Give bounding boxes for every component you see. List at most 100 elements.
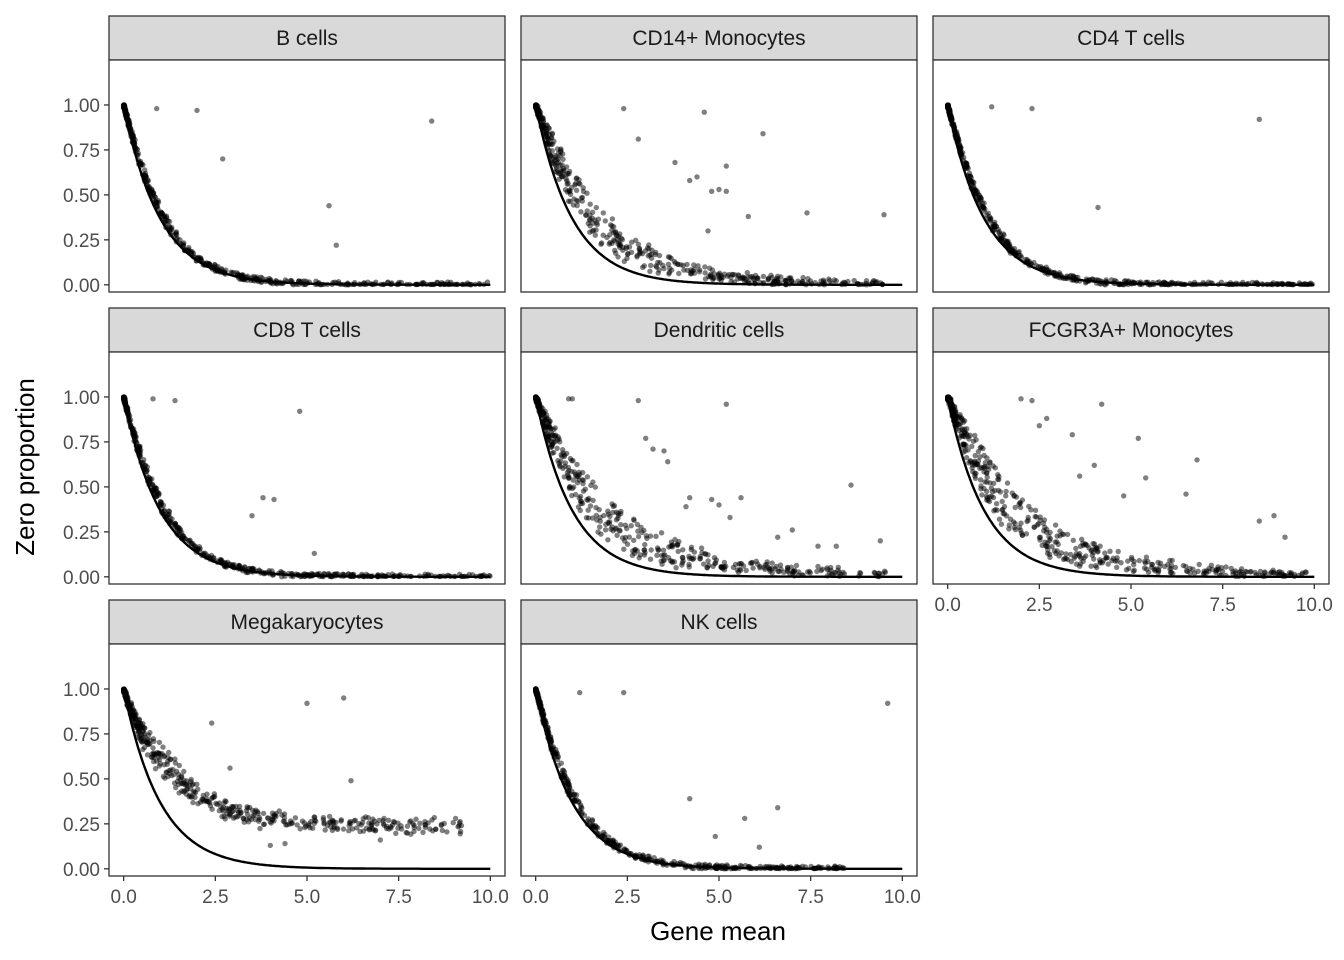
data-point — [745, 274, 751, 280]
data-point — [567, 455, 574, 462]
data-point — [964, 426, 970, 432]
y-tick-label: 0.00 — [63, 568, 100, 589]
data-point — [1148, 564, 1155, 571]
data-point — [282, 840, 288, 847]
data-point — [137, 733, 143, 740]
data-point — [631, 537, 637, 543]
data-point — [429, 817, 435, 823]
data-point — [1073, 550, 1080, 557]
data-point — [420, 829, 426, 835]
data-point — [641, 263, 647, 269]
data-point — [452, 815, 459, 822]
data-point — [966, 170, 973, 176]
data-point — [131, 714, 137, 721]
reference-curve — [534, 104, 903, 286]
data-point — [292, 815, 299, 821]
data-point — [556, 436, 562, 442]
data-point — [1025, 514, 1031, 521]
data-point — [574, 202, 580, 209]
data-point — [1180, 562, 1187, 569]
data-point — [439, 827, 446, 834]
data-point — [138, 738, 144, 744]
y-tick-label: 0.50 — [63, 186, 100, 207]
data-point — [718, 564, 724, 570]
data-point — [1121, 493, 1127, 499]
data-point — [179, 788, 185, 794]
data-point — [609, 501, 615, 507]
data-point — [299, 818, 306, 824]
data-point — [567, 191, 574, 197]
x-tick-label: 5.0 — [1118, 595, 1144, 616]
data-point — [311, 550, 317, 557]
data-point — [1047, 536, 1054, 542]
data-point — [417, 820, 423, 826]
data-point — [618, 522, 624, 528]
data-point — [386, 826, 392, 832]
data-point — [592, 484, 598, 490]
data-point — [271, 496, 277, 503]
data-point — [609, 216, 616, 222]
data-point — [555, 754, 562, 760]
data-point — [580, 188, 587, 195]
data-point — [156, 739, 163, 746]
data-point — [540, 122, 547, 128]
data-point — [677, 859, 684, 866]
data-point — [629, 239, 635, 245]
facet-strip — [932, 15, 1330, 61]
data-point — [554, 146, 561, 152]
data-point — [1155, 568, 1162, 574]
data-point — [744, 270, 750, 276]
data-point — [789, 527, 795, 533]
data-point — [996, 516, 1003, 522]
data-point — [688, 546, 694, 553]
data-point — [358, 822, 364, 828]
data-point — [569, 396, 575, 402]
data-point — [1077, 563, 1083, 569]
data-point — [222, 798, 228, 804]
data-point — [560, 156, 566, 162]
data-point — [1091, 556, 1097, 562]
y-tick-label: 0.25 — [63, 523, 100, 544]
data-point — [206, 260, 212, 267]
data-point — [540, 118, 547, 124]
data-point — [626, 244, 633, 250]
data-point — [730, 564, 737, 571]
data-point — [995, 487, 1002, 494]
data-point — [1104, 555, 1110, 561]
data-point — [691, 262, 697, 268]
data-point — [688, 267, 694, 273]
data-point — [775, 534, 781, 540]
data-point — [1097, 543, 1103, 549]
data-point — [366, 827, 373, 833]
data-point — [740, 563, 747, 569]
data-point — [573, 187, 580, 193]
x-tick-label: 5.0 — [294, 887, 320, 908]
data-point — [197, 799, 204, 805]
data-point — [793, 562, 800, 569]
data-point — [188, 794, 194, 800]
data-point — [717, 270, 723, 276]
data-point — [254, 809, 261, 815]
data-point — [699, 549, 705, 556]
data-point — [209, 806, 215, 812]
data-point — [626, 534, 632, 540]
data-point — [969, 443, 975, 450]
data-point — [153, 485, 160, 492]
data-point — [1065, 556, 1071, 563]
data-point — [996, 473, 1002, 480]
data-point — [984, 470, 990, 476]
data-point — [241, 564, 248, 570]
data-point — [413, 816, 419, 822]
data-point — [635, 528, 641, 534]
data-point — [594, 220, 600, 226]
data-point — [752, 272, 759, 279]
data-point — [585, 816, 591, 822]
data-point — [958, 416, 964, 422]
data-point — [577, 507, 583, 514]
data-point — [1141, 565, 1148, 571]
data-point — [340, 826, 347, 832]
data-point — [1017, 504, 1024, 511]
data-point — [984, 474, 990, 480]
data-point — [557, 152, 563, 159]
data-point — [987, 459, 993, 465]
